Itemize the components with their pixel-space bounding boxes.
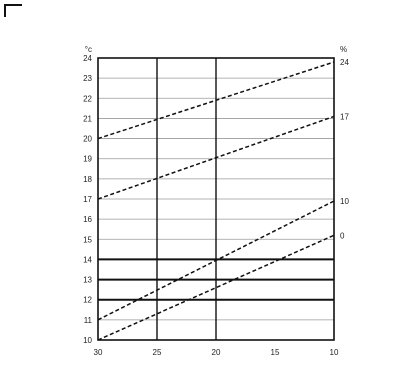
x-tick-label: 25 [153, 348, 162, 357]
y-tick-label: 24 [83, 54, 92, 63]
series-label: 0 [340, 231, 345, 240]
x-tick-label: 30 [94, 348, 103, 357]
x-tick-label: 15 [271, 348, 280, 357]
y-tick-label: 14 [83, 255, 92, 264]
y-tick-label: 19 [83, 155, 92, 164]
y-tick-label: 15 [83, 235, 92, 244]
y-unit-label: °c [85, 45, 92, 54]
series-label: 10 [340, 197, 349, 206]
y-tick-label: 23 [83, 74, 92, 83]
y-tick-label: 16 [83, 215, 92, 224]
series-label: 24 [340, 58, 349, 67]
series-line [97, 200, 335, 321]
y-tick-label: 17 [83, 195, 92, 204]
y-tick-label: 13 [83, 276, 92, 285]
series-line [97, 61, 335, 140]
series-line [97, 234, 335, 341]
series-label: 17 [340, 112, 349, 121]
y-tick-label: 10 [83, 336, 92, 345]
y-tick-label: 18 [83, 175, 92, 184]
corner-mark [4, 4, 22, 17]
y-tick-label: 21 [83, 114, 92, 123]
y-tick-label: 11 [84, 316, 93, 325]
y-tick-label: 12 [83, 296, 92, 305]
series-line [97, 115, 335, 200]
x-tick-label: 20 [212, 348, 221, 357]
y-tick-label: 22 [83, 94, 92, 103]
right-unit-label: % [340, 45, 347, 54]
x-tick-label: 10 [330, 348, 339, 357]
y-tick-label: 20 [83, 135, 92, 144]
